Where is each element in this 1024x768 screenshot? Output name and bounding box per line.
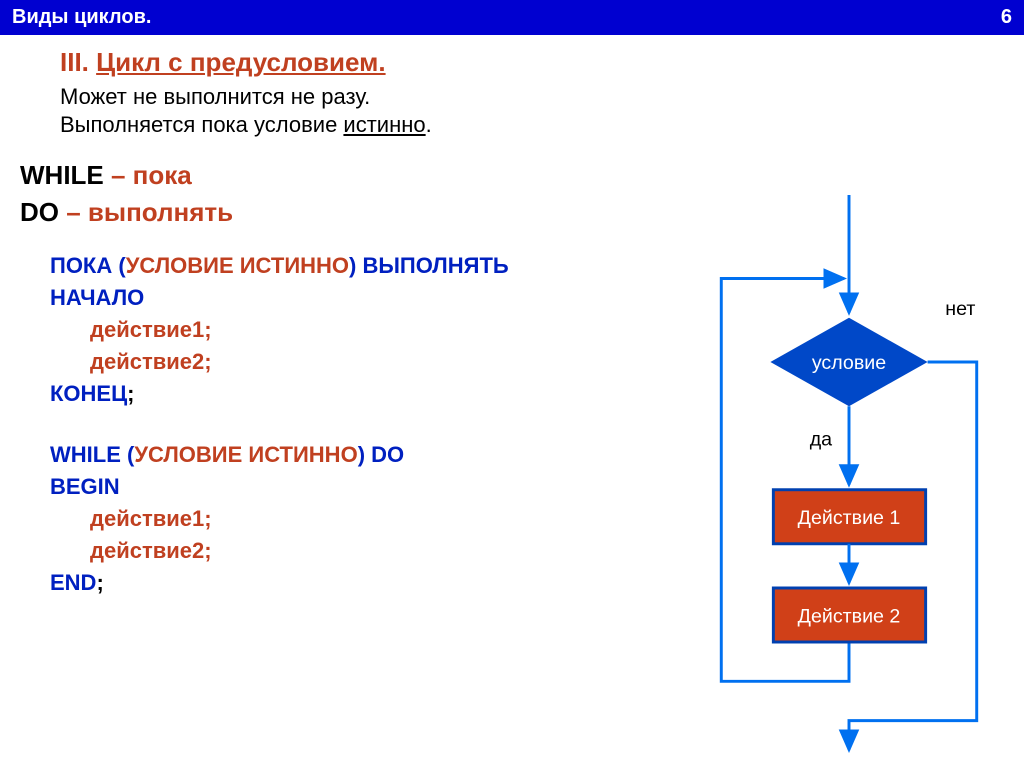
while-translation: – пока [104, 160, 192, 190]
branch-yes-label: да [810, 429, 832, 451]
subtitle-line-2: Выполняется пока условие истинно. [60, 112, 994, 138]
code-close: ) [358, 442, 371, 467]
condition-label: условие [812, 352, 886, 374]
subtitle-2b-underlined: истинно [343, 112, 425, 137]
pseudo-poka: ПОКА [50, 253, 118, 278]
action1-label: Действие 1 [798, 507, 901, 529]
action2-label: Действие 2 [798, 605, 901, 627]
subtitle-2c: . [426, 112, 432, 137]
edge-exit-no [849, 362, 977, 750]
while-keyword: WHILE [20, 160, 104, 190]
code-while: WHILE [50, 442, 127, 467]
section-title-underlined: Цикл с предусловием. [96, 47, 385, 77]
keyword-while-line: WHILE – пока [20, 160, 994, 191]
subtitle-2a: Выполняется пока условие [60, 112, 343, 137]
slide-content: III. Цикл с предусловием. Может не выпол… [0, 35, 1024, 599]
section-heading: III. Цикл с предусловием. [60, 47, 994, 78]
code-condition: УСЛОВИЕ ИСТИННО [134, 442, 357, 467]
slide-title: Виды циклов. [12, 6, 151, 29]
code-end: END [50, 570, 96, 595]
do-keyword: DO [20, 197, 59, 227]
subtitle-line-1: Может не выполнится не разу. [60, 84, 994, 110]
pseudo-semi: ; [127, 381, 134, 406]
code-semi: ; [96, 570, 103, 595]
do-translation: – выполнять [59, 197, 233, 227]
slide-header: Виды циклов. 6 [0, 0, 1024, 35]
section-prefix: III. [60, 47, 96, 77]
pseudo-close: ) [349, 253, 362, 278]
slide-number: 6 [1001, 6, 1012, 29]
pseudo-condition: УСЛОВИЕ ИСТИННО [126, 253, 349, 278]
pseudo-execute: ВЫПОЛНЯТЬ [363, 253, 509, 278]
pseudo-end: КОНЕЦ [50, 381, 127, 406]
flowchart-diagram: условие да нет Действие 1 Действие 2 [694, 195, 1004, 755]
code-do: DO [371, 442, 404, 467]
pseudo-open: ( [118, 253, 125, 278]
branch-no-label: нет [945, 298, 975, 320]
